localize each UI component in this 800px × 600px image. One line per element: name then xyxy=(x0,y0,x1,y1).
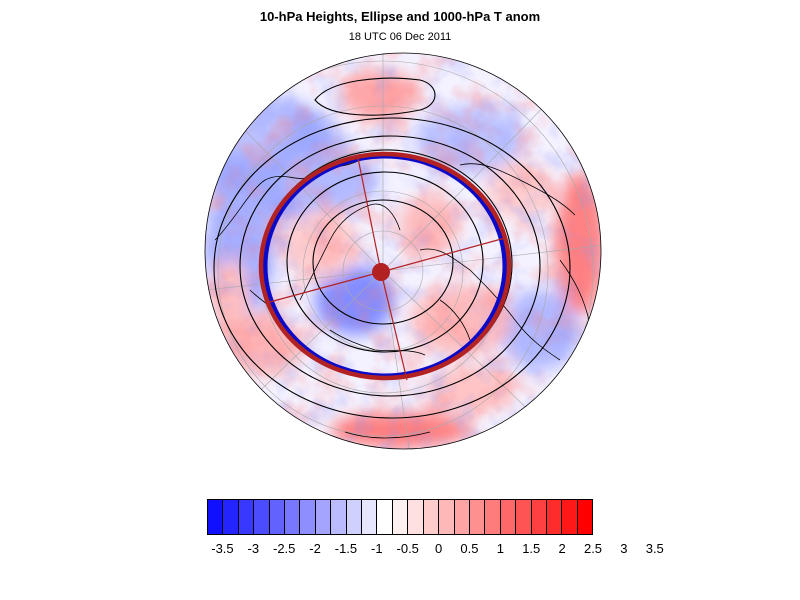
colorbar-swatch xyxy=(315,500,332,534)
colorbar-tick-label: -1 xyxy=(371,541,383,556)
colorbar-swatch xyxy=(408,500,424,534)
colorbar-swatch xyxy=(485,500,501,534)
colorbar-tick-label: 2.5 xyxy=(583,541,603,556)
colorbar-swatch xyxy=(500,500,517,534)
colorbar-tick-label: 0.5 xyxy=(460,541,479,556)
colorbar-swatch xyxy=(346,500,363,534)
colorbar-tick-label: -2.5 xyxy=(272,541,296,556)
height-contours xyxy=(213,77,571,419)
colorbar-swatch xyxy=(546,500,563,534)
map-title: 10-hPa Heights, Ellipse and 1000-hPa T a… xyxy=(259,9,541,24)
colorbar-swatch xyxy=(516,500,532,534)
colorbar-swatch xyxy=(469,500,486,534)
colorbar-swatch xyxy=(454,500,470,534)
colorbar-tick-label: 0 xyxy=(434,541,443,556)
colorbar-swatch xyxy=(362,500,378,534)
colorbar xyxy=(207,499,593,535)
colorbar-tick-label: 1 xyxy=(496,541,504,556)
map-subtitle: 18 UTC 06 Dec 2011 xyxy=(348,31,452,43)
colorbar-swatch xyxy=(562,500,578,534)
colorbar-tick-label: -3 xyxy=(247,541,260,556)
colorbar-swatch xyxy=(377,500,393,534)
colorbar-swatch xyxy=(392,500,409,534)
colorbar-tick-labels: -3.5 -3 -2.5 -2 -1.5 -1 -0.5 0 0.5 1 1.5 2 2.5 3 3.5 xyxy=(0,541,800,561)
colorbar-swatch xyxy=(331,500,347,534)
colorbar-swatch xyxy=(577,500,593,534)
colorbar-tick-label: -3.5 xyxy=(211,541,234,556)
colorbar-tick-label: 1.5 xyxy=(522,541,541,556)
colorbar-tick-label: -0.5 xyxy=(396,541,419,556)
colorbar-swatch xyxy=(531,500,547,534)
colorbar-tick-label: 3 xyxy=(620,541,628,556)
colorbar-tick-label: -2 xyxy=(309,541,321,556)
colorbar-swatch xyxy=(223,500,239,534)
colorbar-swatch xyxy=(300,500,316,534)
colorbar-tick-label: -1.5 xyxy=(334,541,358,556)
colorbar-swatch xyxy=(238,500,255,534)
colorbar-swatch xyxy=(208,500,224,534)
colorbar-swatch xyxy=(254,500,270,534)
colorbar-tick-label: 3.5 xyxy=(645,541,664,556)
colorbar-swatch xyxy=(439,500,455,534)
colorbar-tick-label: 2 xyxy=(558,541,566,556)
vortex-features xyxy=(258,151,512,381)
colorbar-swatch xyxy=(269,500,286,534)
colorbar-swatch xyxy=(285,500,301,534)
colorbar-swatch xyxy=(423,500,440,534)
